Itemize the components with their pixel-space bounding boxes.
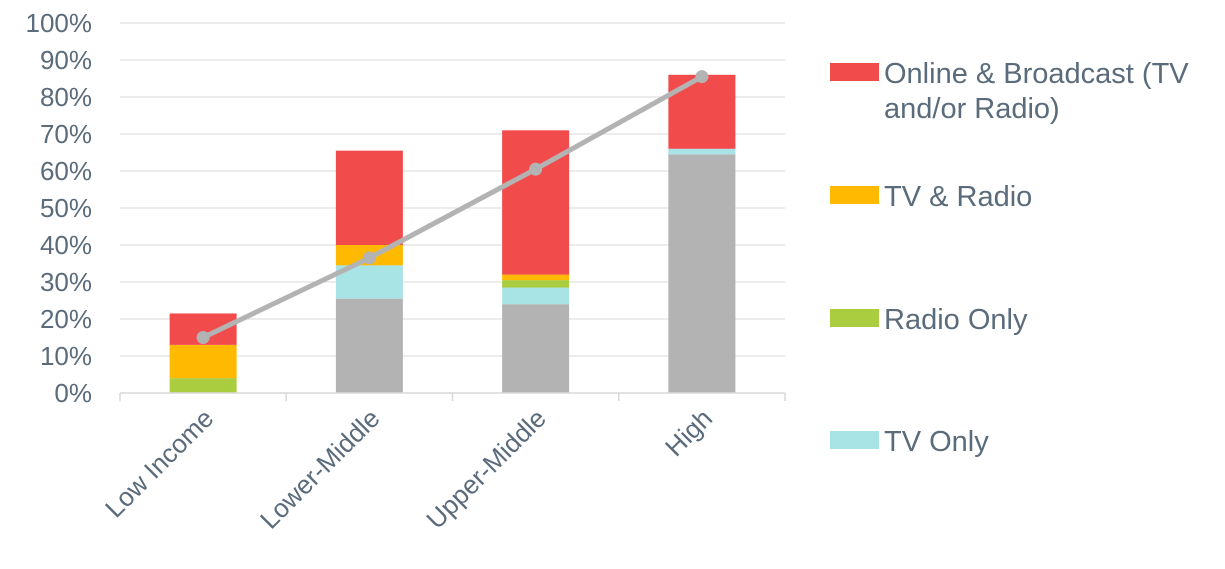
bar-segment-base bbox=[502, 304, 570, 393]
y-tick-label: 90% bbox=[40, 45, 92, 75]
y-axis-tick-labels: 0% 10% 20% 30% 40% 50% 60% 70% 80% 90% 100% bbox=[26, 8, 93, 408]
legend-swatch-tv_only bbox=[830, 431, 879, 449]
legend-label: Online & Broadcast (TV bbox=[884, 58, 1189, 90]
y-tick-label: 100% bbox=[26, 8, 93, 38]
y-tick-label: 60% bbox=[40, 156, 92, 186]
legend-label: TV Only bbox=[884, 426, 989, 458]
y-tick-label: 80% bbox=[40, 82, 92, 112]
bar-segment-tv_only bbox=[502, 287, 570, 305]
y-tick-label: 70% bbox=[40, 119, 92, 149]
bars bbox=[169, 74, 736, 393]
bar-segment-base bbox=[668, 154, 736, 393]
legend-label: Radio Only bbox=[884, 304, 1028, 336]
y-tick-label: 40% bbox=[40, 230, 92, 260]
legend-item-radio_only: Radio Only bbox=[830, 304, 1028, 336]
bar-segment-tv_radio bbox=[169, 344, 237, 379]
x-category-label: Upper-Middle bbox=[420, 403, 552, 535]
trend-line-point bbox=[196, 331, 210, 344]
y-tick-label: 30% bbox=[40, 267, 92, 297]
legend-item-tv_only: TV Only bbox=[830, 426, 989, 458]
x-category-label: High bbox=[659, 403, 718, 462]
x-category-label: Low Income bbox=[99, 403, 219, 523]
trend-line-point bbox=[529, 162, 543, 176]
y-tick-label: 50% bbox=[40, 193, 92, 223]
trend-line-point bbox=[695, 70, 709, 84]
bar-segment-online_broadcast bbox=[335, 150, 403, 245]
legend-swatch-online_broadcast bbox=[830, 63, 879, 81]
bar-segment-online_broadcast bbox=[502, 130, 570, 275]
legend-swatch-radio_only bbox=[830, 309, 879, 327]
legend-item-tv_radio: TV & Radio bbox=[830, 181, 1032, 213]
trend-line-point bbox=[362, 251, 376, 265]
trend-line-path bbox=[200, 74, 705, 340]
bar-segment-radio_only bbox=[169, 378, 237, 393]
x-category-label: Lower-Middle bbox=[254, 403, 386, 535]
bar-segment-radio_only bbox=[502, 280, 570, 288]
bar-segment-tv_radio bbox=[502, 274, 570, 281]
y-tick-label: 0% bbox=[54, 378, 92, 408]
trend-line bbox=[196, 70, 709, 344]
x-axis-category-labels: Low Income Lower-Middle Upper-Middle High bbox=[99, 403, 718, 535]
y-tick-label: 10% bbox=[40, 341, 92, 371]
legend-label: TV & Radio bbox=[884, 181, 1032, 213]
bar-segment-tv_only bbox=[668, 148, 736, 155]
bar-segment-base bbox=[335, 298, 403, 393]
y-tick-label: 20% bbox=[40, 304, 92, 334]
x-axis bbox=[119, 392, 786, 401]
legend-swatch-tv_radio bbox=[830, 186, 879, 204]
legend-label: and/or Radio) bbox=[884, 93, 1060, 125]
bar-segment-online_broadcast bbox=[668, 74, 736, 149]
